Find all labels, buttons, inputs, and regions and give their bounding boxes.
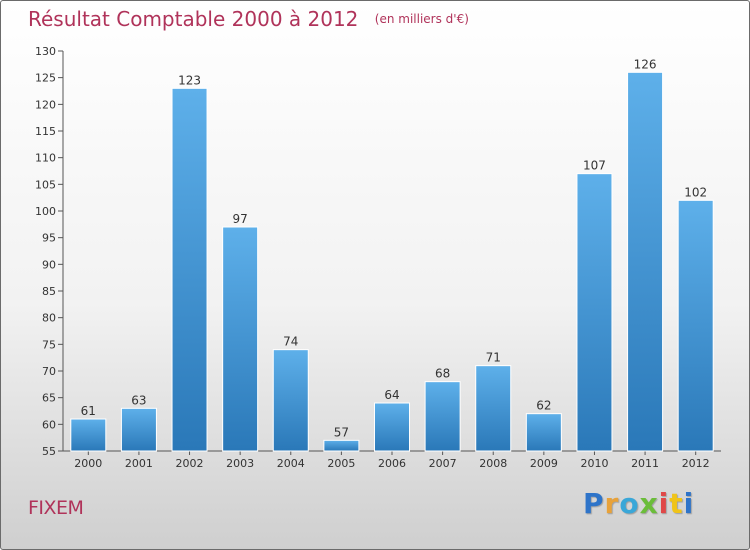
x-tick-label: 2008 <box>479 457 507 470</box>
bar-value-label: 62 <box>536 399 551 413</box>
y-tick-label: 120 <box>35 98 56 111</box>
chart-axes: 55 60 65 70 75 80 85 90 95 100 105 110 115 120 125 130 2… <box>35 45 721 470</box>
chart-title: Résultat Comptable 2000 à 2012 (en milli… <box>28 7 469 31</box>
bar-value-label: 68 <box>435 367 450 381</box>
bar-value-label: 97 <box>233 212 248 226</box>
y-tick-label: 105 <box>35 178 56 191</box>
y-tick-label: 80 <box>42 312 56 325</box>
bar <box>576 173 613 452</box>
x-tick-label: 2004 <box>277 457 305 470</box>
bar <box>120 407 157 452</box>
x-tick-label: 2006 <box>378 457 406 470</box>
bar-value-label: 63 <box>131 393 146 407</box>
y-tick-label: 85 <box>42 285 56 298</box>
bar <box>323 439 360 452</box>
chart-title-text: Résultat Comptable 2000 à 2012 <box>28 7 359 31</box>
x-tick-label: 2000 <box>74 457 102 470</box>
chart-subtitle: (en milliers d'€) <box>374 12 469 26</box>
y-tick-label: 130 <box>35 45 56 58</box>
y-tick-label: 75 <box>42 338 56 351</box>
y-tick-label: 70 <box>42 365 56 378</box>
bar-value-label: 123 <box>178 73 201 87</box>
bar <box>222 226 259 452</box>
x-tick-label: 2001 <box>125 457 153 470</box>
x-tick-label: 2003 <box>226 457 254 470</box>
logo-letter: x <box>639 487 659 520</box>
y-tick-label: 110 <box>35 152 56 165</box>
y-tick-label: 115 <box>35 125 56 138</box>
bar <box>627 71 664 452</box>
x-tick-label: 2007 <box>429 457 457 470</box>
x-tick-label: 2012 <box>682 457 710 470</box>
bar-value-label: 107 <box>583 159 606 173</box>
y-tick-label: 55 <box>42 445 56 458</box>
bar-value-label: 57 <box>334 425 349 439</box>
bar-value-label: 126 <box>634 57 657 71</box>
y-tick-label: 90 <box>42 258 56 271</box>
bar-value-label: 61 <box>81 404 96 418</box>
proxiti-logo: Proxiti <box>583 487 694 520</box>
commune-name: FIXEM <box>28 497 84 519</box>
bar <box>171 87 208 452</box>
bar <box>374 402 410 452</box>
x-tick-label: 2009 <box>530 457 558 470</box>
bar-value-label: 74 <box>283 335 298 349</box>
y-tick-label: 95 <box>42 232 56 245</box>
chart-bars: 61 63 123 97 74 57 64 68 71 62 107 126 102 <box>70 57 714 452</box>
bar <box>677 199 714 452</box>
y-tick-label: 60 <box>42 418 56 431</box>
bar-value-label: 102 <box>684 185 707 199</box>
logo-letter: o <box>619 487 640 520</box>
bar <box>525 413 562 452</box>
logo-letter: t <box>669 487 684 520</box>
x-tick-label: 2005 <box>327 457 355 470</box>
bar-value-label: 64 <box>384 388 399 402</box>
bar <box>70 418 107 452</box>
y-tick-label: 100 <box>35 205 56 218</box>
logo-letter: i <box>683 487 695 520</box>
x-tick-label: 2010 <box>580 457 608 470</box>
bar <box>272 349 309 452</box>
y-tick-label: 125 <box>35 72 56 85</box>
bar-value-label: 71 <box>486 351 501 365</box>
logo-letter: r <box>604 487 620 520</box>
logo-letter: P <box>583 487 605 520</box>
x-tick-label: 2002 <box>176 457 204 470</box>
bar <box>424 381 461 452</box>
y-tick-label: 65 <box>42 392 56 405</box>
bar <box>475 365 512 452</box>
logo-letter: i <box>658 487 670 520</box>
x-tick-label: 2011 <box>631 457 659 470</box>
